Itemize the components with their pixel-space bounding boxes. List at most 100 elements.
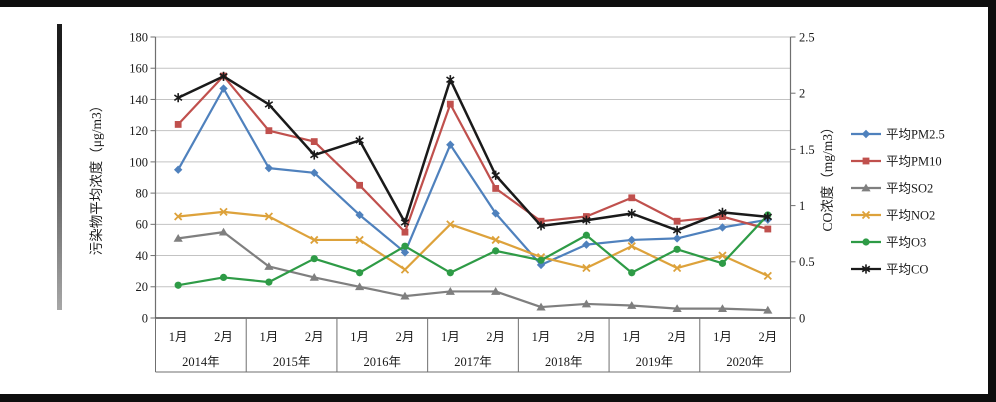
year-label: 2016年 (364, 355, 402, 369)
data-point-marker (174, 121, 182, 128)
data-point-marker (355, 210, 364, 220)
right-axis-tick-label: 0 (799, 311, 805, 325)
left-axis-tick-label: 100 (129, 155, 148, 169)
legend-label: 平均PM10 (886, 154, 942, 168)
legend-item-no2: 平均NO2 (851, 208, 935, 222)
data-point-marker (265, 278, 273, 286)
series-no2 (174, 207, 772, 280)
month-label: 1月 (532, 330, 551, 344)
data-point-marker (446, 220, 455, 229)
legend: 平均PM2.5 平均PM10 平均SO2 平均NO2 平均O3 平均CO (851, 127, 945, 276)
year-label: 2014年 (182, 355, 220, 369)
left-axis-tick-label: 20 (136, 280, 149, 294)
letterbox-right-bar (988, 0, 996, 402)
month-label: 2月 (758, 330, 777, 344)
series-line (178, 210, 769, 277)
data-point-marker (174, 281, 182, 289)
data-point-marker (537, 217, 545, 225)
month-label: 1月 (260, 330, 279, 344)
series-line (177, 87, 769, 267)
left-axis-tick-label: 140 (129, 93, 148, 107)
data-point-marker (717, 304, 728, 313)
data-point-marker (763, 305, 773, 314)
series-so2 (173, 227, 773, 314)
data-point-marker (173, 165, 183, 174)
data-point-marker (445, 287, 455, 295)
month-label: 2月 (486, 330, 505, 344)
series-line (177, 214, 769, 287)
data-point-marker (861, 210, 871, 220)
legend-label: 平均O3 (886, 235, 926, 249)
data-point-marker (672, 304, 682, 313)
legend-item-o3: 平均O3 (851, 235, 926, 249)
data-point-marker (536, 302, 546, 311)
series-co (173, 71, 773, 235)
data-point-marker (582, 231, 590, 239)
data-point-marker (219, 273, 228, 282)
data-point-marker (628, 194, 636, 202)
data-point-marker (536, 221, 546, 231)
data-point-marker (219, 207, 228, 216)
gridlines (155, 36, 791, 288)
legend-label: 平均CO (886, 262, 928, 276)
month-label: 2月 (396, 330, 415, 344)
data-point-marker (309, 150, 319, 160)
month-label: 1月 (622, 330, 641, 344)
data-point-marker (862, 157, 870, 165)
month-label: 2月 (214, 330, 233, 344)
month-label: 2月 (577, 330, 596, 344)
right-axis-tick-label: 2.5 (799, 30, 815, 44)
series-line (177, 75, 768, 232)
data-point-marker (491, 170, 500, 180)
data-point-marker (401, 242, 409, 250)
data-point-marker (491, 235, 500, 245)
data-point-marker (264, 99, 274, 110)
data-point-marker (265, 127, 273, 135)
month-label: 2月 (305, 330, 324, 344)
data-point-marker (446, 269, 454, 277)
month-label: 2月 (668, 330, 687, 344)
left-axis-tick-label: 80 (136, 186, 149, 200)
data-point-marker (491, 287, 501, 295)
right-axis-tick-label: 1 (799, 199, 805, 213)
right-axis-tick-label: 0.5 (799, 255, 815, 269)
data-point-marker (400, 291, 410, 300)
data-point-marker (672, 263, 682, 273)
left-axis-tick-label: 60 (136, 218, 149, 232)
data-point-marker (492, 185, 500, 192)
data-point-marker (309, 273, 319, 281)
data-point-marker (355, 135, 364, 146)
data-point-marker (264, 262, 274, 270)
data-point-marker (628, 269, 636, 277)
data-point-marker (764, 225, 772, 233)
year-label: 2019年 (636, 355, 674, 369)
month-label: 1月 (713, 330, 732, 344)
right-axis: 0 0.5 1 1.5 2 2.5 (790, 30, 815, 325)
data-point-marker (627, 301, 637, 309)
series-pm10 (174, 72, 772, 236)
data-point-marker (627, 235, 636, 245)
data-point-marker (310, 255, 318, 263)
left-axis: 0 20 40 60 80 100 120 140 160 180 (129, 30, 156, 325)
data-point-marker (582, 215, 591, 225)
legend-item-so2: 平均SO2 (851, 181, 933, 195)
data-point-marker (173, 233, 183, 242)
right-axis-title: CO浓度（mg/m3） (820, 120, 835, 231)
year-label: 2020年 (726, 355, 764, 369)
legend-label: 平均PM2.5 (886, 127, 945, 141)
data-point-marker (310, 168, 319, 178)
data-point-marker (401, 228, 409, 236)
month-label: 1月 (441, 330, 460, 344)
data-point-marker (446, 100, 454, 108)
left-axis-tick-label: 180 (129, 30, 148, 44)
data-point-marker (356, 269, 364, 277)
data-point-marker (492, 247, 500, 255)
left-axis-tick-label: 120 (129, 124, 148, 138)
data-point-marker (219, 71, 228, 81)
data-point-marker (264, 212, 274, 221)
data-point-marker (537, 256, 545, 264)
left-axis-tick-label: 40 (136, 249, 149, 263)
data-point-marker (310, 138, 318, 145)
letterbox-top-bar (0, 0, 996, 7)
